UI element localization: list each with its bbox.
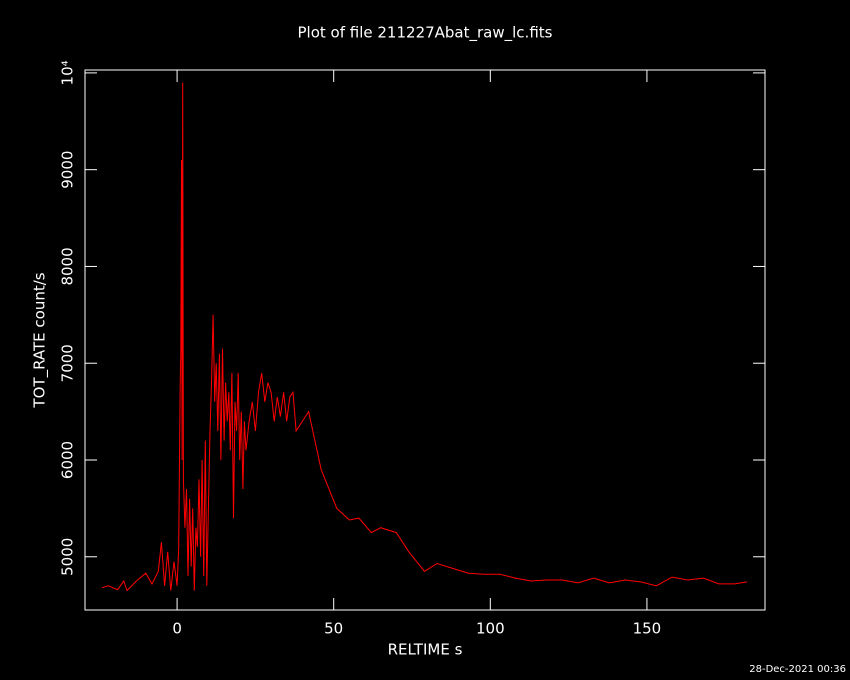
chart-title: Plot of file 211227Abat_raw_lc.fits bbox=[298, 24, 553, 43]
y-tick-label: 8000 bbox=[59, 247, 77, 285]
x-axis-label: RELTIME s bbox=[388, 641, 463, 659]
x-tick-label: 150 bbox=[633, 620, 662, 638]
plot-frame bbox=[84, 69, 766, 611]
y-tick-label: 9000 bbox=[59, 151, 77, 189]
y-axis-label: TOT_RATE count/s bbox=[31, 272, 50, 408]
y-tick-label: 5000 bbox=[59, 538, 77, 576]
y-tick-label: 6000 bbox=[59, 441, 77, 479]
y-tick-label: 7000 bbox=[59, 344, 77, 382]
x-tick-label: 100 bbox=[476, 620, 505, 638]
data-line bbox=[101, 82, 748, 592]
x-tick-label: 0 bbox=[172, 620, 182, 638]
footer: 28-Dec-2021 00:36 bbox=[749, 664, 846, 675]
x-tick-label: 50 bbox=[324, 620, 343, 638]
y-tick-label: 10⁴ bbox=[59, 60, 77, 85]
